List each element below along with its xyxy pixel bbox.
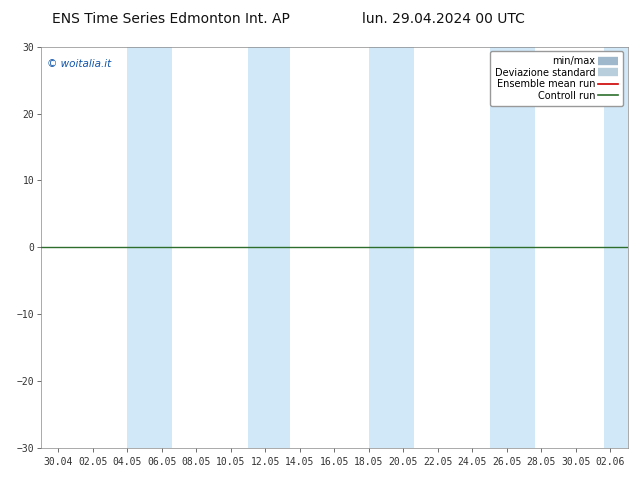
Bar xyxy=(604,47,634,448)
Bar xyxy=(489,47,534,448)
Text: © woitalia.it: © woitalia.it xyxy=(47,59,112,69)
Bar xyxy=(127,47,172,448)
Bar xyxy=(248,47,290,448)
Legend: min/max, Deviazione standard, Ensemble mean run, Controll run: min/max, Deviazione standard, Ensemble m… xyxy=(490,51,623,105)
Bar xyxy=(369,47,414,448)
Text: ENS Time Series Edmonton Int. AP: ENS Time Series Edmonton Int. AP xyxy=(52,12,290,26)
Text: lun. 29.04.2024 00 UTC: lun. 29.04.2024 00 UTC xyxy=(363,12,525,26)
